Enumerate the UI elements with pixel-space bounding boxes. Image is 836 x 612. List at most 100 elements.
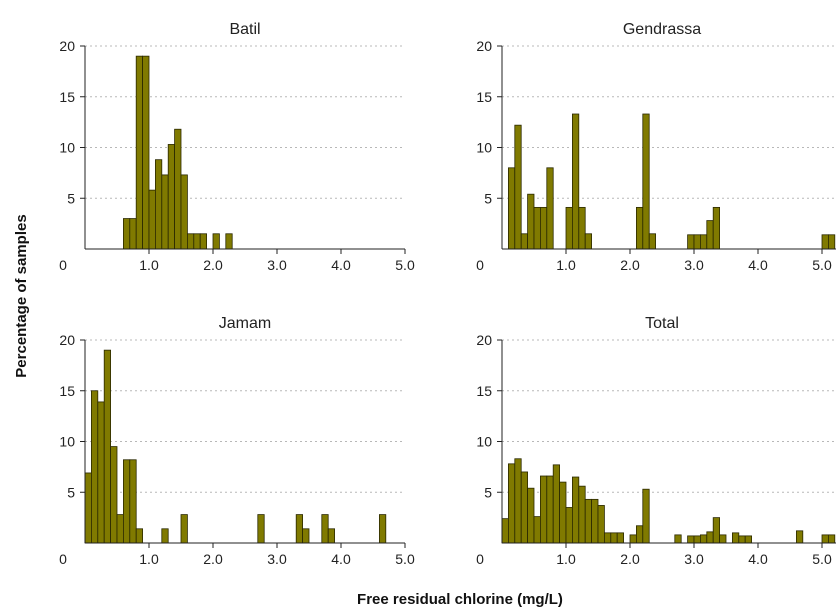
histogram-bar <box>142 55 150 250</box>
histogram-bar <box>706 220 714 250</box>
panel-title: Jamam <box>219 315 271 332</box>
histogram-bar <box>584 233 593 250</box>
histogram-bar <box>84 472 92 544</box>
histogram-bar <box>103 349 111 544</box>
histogram-bar <box>687 535 695 544</box>
histogram-bar <box>97 401 105 544</box>
x-tick-label: 3.0 <box>684 257 704 273</box>
histogram-bar <box>552 464 561 544</box>
histogram-bar <box>744 535 753 544</box>
histogram-bar <box>527 487 535 544</box>
histogram-bar <box>135 55 143 250</box>
histogram-bar <box>636 525 644 544</box>
x-tick-label: 3.0 <box>684 551 704 567</box>
y-tick-label: 15 <box>59 383 75 399</box>
histogram-bar <box>712 517 721 544</box>
histogram-bar <box>123 459 131 544</box>
histogram-bar <box>828 234 836 250</box>
y-tick-label: 15 <box>476 383 492 399</box>
histogram-bar <box>123 218 131 250</box>
histogram-bar <box>514 124 522 250</box>
histogram-bar <box>327 528 336 544</box>
y-tick-label: 20 <box>476 332 492 348</box>
histogram-bar <box>533 206 541 250</box>
y-axis-label: Percentage of samples <box>13 214 30 377</box>
panel-jamam: 5 10 15 20 0 1.0 2.0 3.0 4.0 5.0 Jamam <box>59 315 415 567</box>
panel-total: 5 10 15 20 0 1.0 2.0 3.0 4.0 5.0 Total <box>476 315 836 567</box>
histogram-bar <box>257 514 265 544</box>
x-tick-label: 3.0 <box>267 551 287 567</box>
histogram-bar <box>91 390 99 544</box>
y-tick-label: 10 <box>59 140 75 156</box>
histogram-bar <box>706 531 714 544</box>
histogram-bar <box>507 463 516 544</box>
histogram-bar <box>693 535 701 544</box>
histogram-bar <box>732 532 740 544</box>
histogram-bar <box>572 113 580 250</box>
histogram-bar <box>642 113 650 250</box>
histogram-bar <box>629 534 637 544</box>
x-tick-label: 5.0 <box>812 551 832 567</box>
histogram-bar <box>687 234 695 250</box>
histogram-bar <box>584 498 593 544</box>
histogram-bar <box>180 514 188 544</box>
histogram-bar <box>116 514 124 544</box>
histogram-bar <box>501 518 509 544</box>
y-tick-label: 5 <box>67 484 75 500</box>
histogram-bar <box>174 128 182 250</box>
histogram-bar <box>167 144 175 250</box>
histogram-bar <box>378 514 387 544</box>
histogram-bar <box>546 167 554 250</box>
y-tick-label: 10 <box>59 434 75 450</box>
histogram-bar <box>821 234 829 250</box>
histogram-bar <box>148 189 156 250</box>
histogram-bar <box>533 516 541 544</box>
histogram-bar <box>712 206 721 250</box>
histogram-bar <box>591 498 599 544</box>
x-tick-label: 1.0 <box>139 257 159 273</box>
x-tick-label: 2.0 <box>203 257 223 273</box>
panels: 5 10 15 20 0 1.0 2.0 3.0 4.0 5.0 Batil 5 10 15 20 0 1.0 2… <box>59 21 836 567</box>
panel-batil: 5 10 15 20 0 1.0 2.0 3.0 4.0 5.0 Batil <box>59 21 415 273</box>
histogram-bar <box>674 534 682 544</box>
histogram-bar <box>135 528 143 544</box>
histogram-bar <box>610 532 618 544</box>
origin-label: 0 <box>59 551 67 567</box>
histogram-bar <box>161 174 169 250</box>
origin-label: 0 <box>476 551 484 567</box>
histogram-bar <box>565 206 573 250</box>
x-tick-label: 1.0 <box>556 551 576 567</box>
histogram-bar <box>719 534 727 544</box>
x-tick-label: 2.0 <box>620 551 640 567</box>
y-tick-label: 20 <box>59 332 75 348</box>
histogram-bar <box>161 528 169 544</box>
x-tick-label: 1.0 <box>556 257 576 273</box>
histogram-bar <box>616 532 625 544</box>
histogram-bar <box>199 233 207 250</box>
histogram-bar <box>828 534 836 544</box>
histogram-bar <box>540 206 548 250</box>
histogram-bar <box>186 233 195 250</box>
panel-title: Batil <box>229 21 260 38</box>
histogram-bar <box>738 535 746 544</box>
histogram-bar <box>180 174 188 250</box>
x-tick-label: 4.0 <box>331 257 351 273</box>
y-tick-label: 20 <box>59 38 75 54</box>
x-tick-label: 5.0 <box>812 257 832 273</box>
panel-gendrassa: 5 10 15 20 0 1.0 2.0 3.0 4.0 5.0 Gendrassa <box>476 21 836 273</box>
x-tick-label: 5.0 <box>395 257 415 273</box>
panel-title: Total <box>645 315 679 332</box>
histogram-bar <box>154 159 163 250</box>
panel-title: Gendrassa <box>623 21 701 38</box>
x-tick-label: 4.0 <box>331 551 351 567</box>
histogram-bar <box>578 485 586 544</box>
histogram-bar <box>572 476 580 544</box>
histogram-bar <box>693 234 701 250</box>
histogram-bar <box>700 234 708 250</box>
x-tick-label: 2.0 <box>203 551 223 567</box>
y-tick-label: 10 <box>476 434 492 450</box>
x-tick-label: 4.0 <box>748 551 768 567</box>
histogram-bar <box>302 528 310 544</box>
histogram-bar <box>110 446 118 544</box>
